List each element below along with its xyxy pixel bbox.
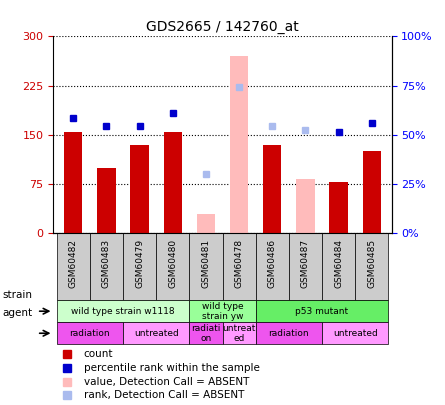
Bar <box>263 145 281 233</box>
Text: GSM60487: GSM60487 <box>301 239 310 288</box>
Text: GSM60481: GSM60481 <box>202 239 210 288</box>
Text: GSM60485: GSM60485 <box>367 239 376 288</box>
Text: agent: agent <box>2 308 32 318</box>
Text: radiation: radiation <box>69 329 110 338</box>
Text: GSM60478: GSM60478 <box>235 239 243 288</box>
Text: count: count <box>84 350 113 360</box>
Bar <box>296 179 315 233</box>
Text: untreated: untreated <box>134 329 178 338</box>
Text: rank, Detection Call = ABSENT: rank, Detection Call = ABSENT <box>84 390 244 400</box>
Text: p53 mutant: p53 mutant <box>295 307 348 316</box>
Bar <box>57 322 123 344</box>
Text: radiati
on: radiati on <box>191 324 221 343</box>
Bar <box>256 300 388 322</box>
Bar <box>222 233 256 300</box>
Bar <box>256 233 289 300</box>
Text: GSM60486: GSM60486 <box>268 239 277 288</box>
Text: untreat
ed: untreat ed <box>222 324 256 343</box>
Bar <box>322 233 355 300</box>
Bar <box>156 233 189 300</box>
Bar <box>189 322 222 344</box>
Text: percentile rank within the sample: percentile rank within the sample <box>84 363 260 373</box>
Text: GSM60479: GSM60479 <box>135 239 144 288</box>
Bar <box>363 151 381 233</box>
Bar <box>256 322 322 344</box>
Text: wild type strain w1118: wild type strain w1118 <box>71 307 175 316</box>
Text: value, Detection Call = ABSENT: value, Detection Call = ABSENT <box>84 377 249 387</box>
Bar <box>289 233 322 300</box>
Bar <box>322 322 388 344</box>
Text: GSM60480: GSM60480 <box>168 239 177 288</box>
Text: untreated: untreated <box>333 329 377 338</box>
Bar <box>222 322 256 344</box>
Bar <box>64 132 82 233</box>
Text: wild type
strain yw: wild type strain yw <box>202 301 243 321</box>
Bar <box>197 213 215 233</box>
Text: radiation: radiation <box>268 329 309 338</box>
Bar <box>123 322 189 344</box>
Bar <box>329 182 348 233</box>
Bar <box>164 132 182 233</box>
Text: GSM60484: GSM60484 <box>334 239 343 288</box>
Bar <box>97 168 116 233</box>
Bar <box>189 300 256 322</box>
Bar <box>189 233 222 300</box>
Text: strain: strain <box>2 290 32 300</box>
Text: GSM60483: GSM60483 <box>102 239 111 288</box>
Bar <box>57 300 189 322</box>
Bar <box>355 233 388 300</box>
Bar <box>57 233 90 300</box>
Bar <box>90 233 123 300</box>
Bar <box>230 56 248 233</box>
Text: GSM60482: GSM60482 <box>69 239 78 288</box>
Bar <box>130 145 149 233</box>
Bar <box>123 233 156 300</box>
Title: GDS2665 / 142760_at: GDS2665 / 142760_at <box>146 20 299 34</box>
